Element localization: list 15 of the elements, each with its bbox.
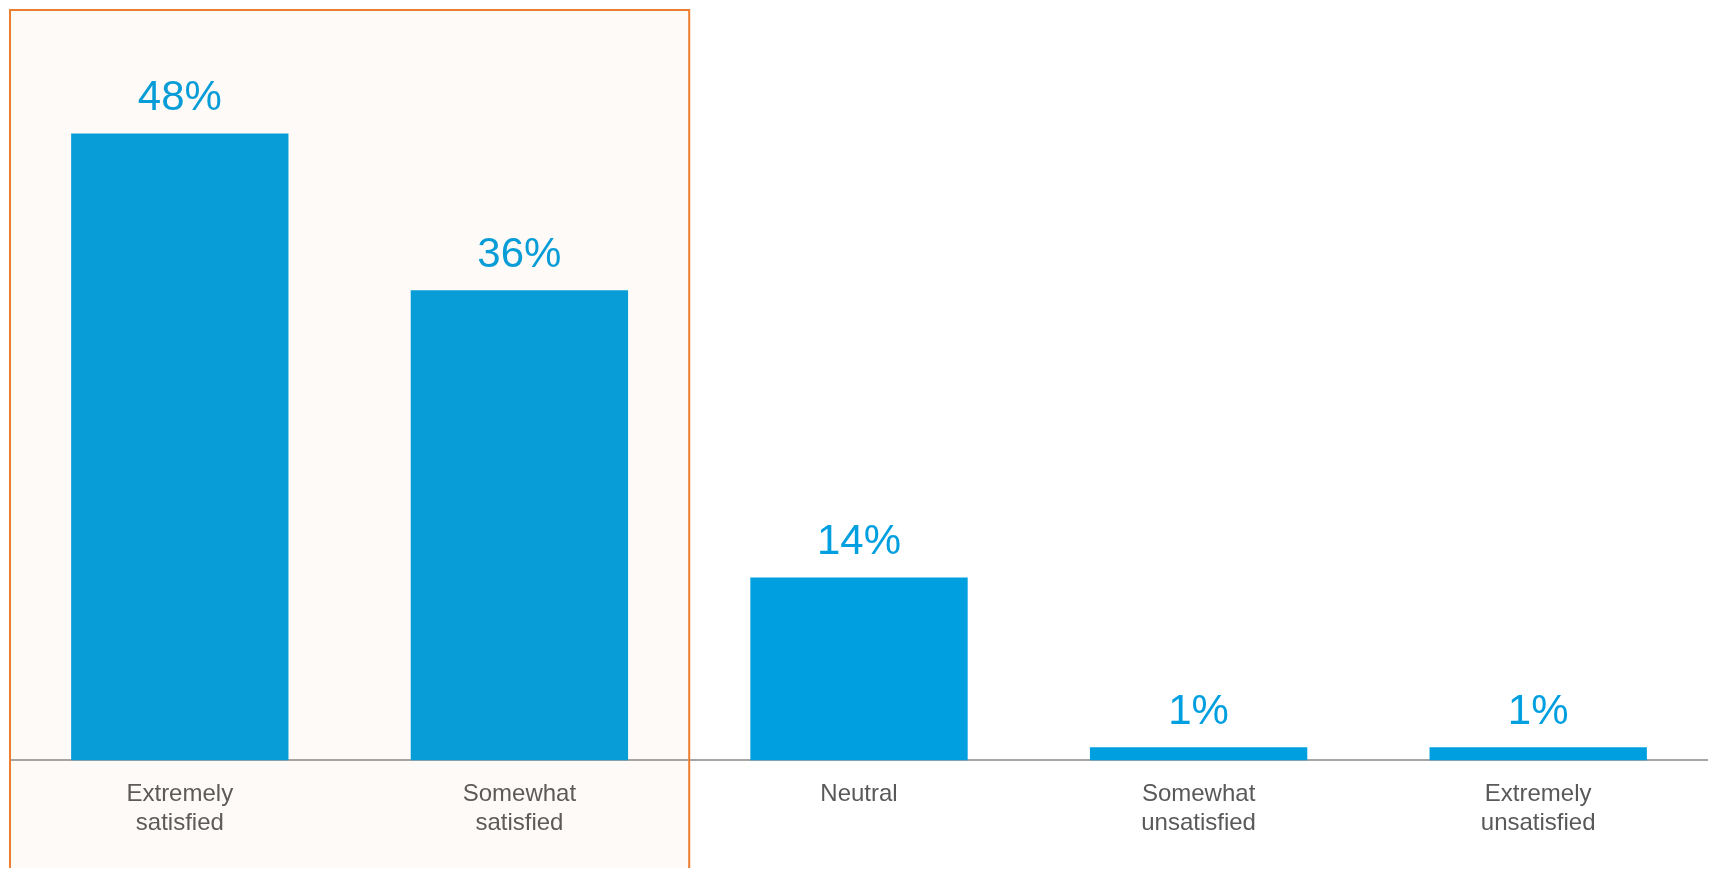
bar: [71, 133, 289, 761]
data-label: 14%: [816, 516, 902, 564]
bar: [1089, 747, 1308, 761]
x-tick-label: Extremely unsatisfied: [1480, 779, 1596, 836]
x-tick-label: Neutral: [820, 779, 898, 807]
data-label: 36%: [477, 228, 562, 276]
x-tick-label: Somewhat unsatisfied: [1141, 779, 1256, 836]
bar: [750, 577, 968, 761]
bar: [410, 290, 629, 761]
data-label: 48%: [137, 71, 222, 119]
data-label: 1%: [1507, 685, 1569, 733]
x-tick-label: Somewhat satisfied: [462, 779, 577, 836]
data-label: 1%: [1168, 685, 1229, 733]
x-tick-label: Extremely satisfied: [126, 779, 234, 836]
bar: [1429, 747, 1647, 761]
